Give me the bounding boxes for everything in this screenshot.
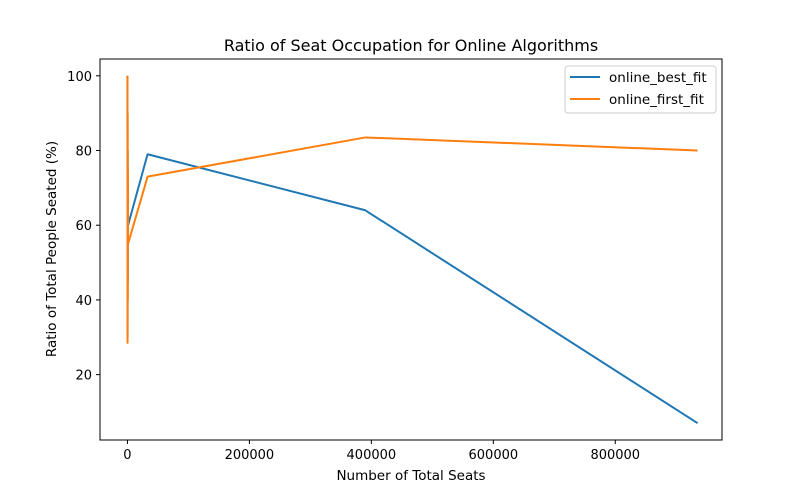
y-tick-label: 20 [75,369,92,384]
x-tick-label: 0 [123,448,131,463]
legend-box [564,65,717,114]
x-tick-label: 400000 [347,448,397,463]
y-axis-ticks: 20 40 60 80 100 [67,70,100,384]
x-tick-label: 200000 [225,448,275,463]
legend-label-online-best-fit: online_best_fit [609,70,707,86]
x-axis-label: Number of Total Seats [336,468,485,484]
plot-lines [126,75,699,425]
y-tick-label: 80 [75,145,92,160]
y-axis-label: Ratio of Total People Seated (%) [44,141,60,357]
legend-label-online-first-fit: online_first_fit [609,92,704,108]
series-line-online-first-fit [126,75,698,344]
chart-title: Ratio of Seat Occupation for Online Algo… [224,36,598,55]
x-tick-label: 600000 [469,448,519,463]
plot-frame [99,58,723,441]
legend: online_best_fit online_first_fit [564,65,717,114]
y-tick-label: 100 [67,70,92,85]
y-tick-label: 60 [75,219,92,234]
x-tick-label: 800000 [590,448,640,463]
x-axis-ticks: 0 200000 400000 600000 800000 [123,440,640,463]
y-tick-label: 40 [75,294,92,309]
